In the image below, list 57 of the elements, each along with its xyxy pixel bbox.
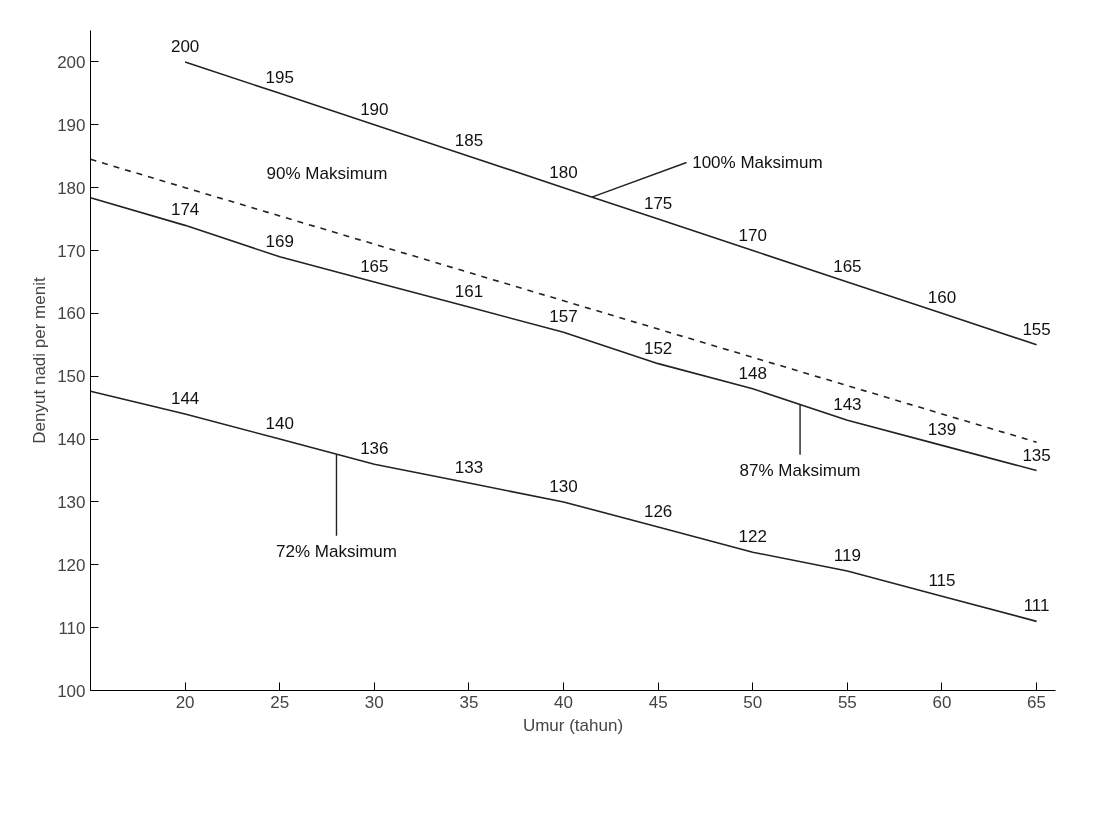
data-label: 160 [927, 288, 957, 308]
y-tick-label: 100 [57, 681, 86, 701]
data-label: 143 [833, 395, 862, 415]
y-tick-label: 200 [57, 52, 86, 72]
data-label: 200 [170, 36, 200, 56]
x-tick-label: 30 [364, 692, 384, 712]
y-tick-label: 120 [57, 555, 86, 575]
x-tick-label: 45 [648, 692, 668, 712]
y-tick-label: 170 [57, 241, 86, 261]
y-tick-label: 190 [57, 115, 86, 135]
annotation: 87% Maksimum [739, 461, 861, 480]
x-tick-label: 60 [932, 692, 952, 712]
y-tick-label: 110 [58, 618, 86, 638]
data-label: 185 [454, 131, 484, 151]
y-tick-label: 130 [57, 492, 86, 512]
x-tick-label: 50 [743, 692, 763, 712]
data-label: 152 [643, 338, 673, 358]
annotation: 90% Maksimum [266, 163, 388, 183]
x-tick-label: 20 [175, 692, 195, 712]
data-label: 148 [738, 363, 767, 383]
data-label: 175 [643, 194, 673, 214]
data-label: 111 [1023, 596, 1050, 616]
data-label: 140 [265, 414, 294, 434]
data-label: 126 [643, 502, 673, 522]
data-label: 161 [454, 282, 484, 302]
data-label: 130 [549, 476, 578, 496]
annotation: 100% Maksimum [692, 153, 823, 172]
data-label: 165 [833, 256, 862, 276]
annotation: 72% Maksimum [276, 542, 397, 562]
data-label: 165 [360, 256, 389, 276]
data-label: 144 [170, 388, 200, 408]
data-label: 169 [265, 231, 294, 251]
data-label: 136 [360, 439, 389, 459]
data-label: 157 [549, 307, 578, 327]
y-tick-label: 160 [57, 304, 86, 324]
data-label: 135 [1022, 445, 1051, 465]
y-axis-title: Denyut nadi per menit [30, 277, 50, 444]
y-tick-label: 180 [57, 178, 86, 198]
data-label: 133 [454, 458, 484, 478]
x-tick-label: 55 [837, 692, 857, 712]
data-label: 155 [1022, 319, 1051, 339]
x-tick-label: 40 [554, 692, 574, 712]
data-label: 180 [549, 162, 578, 182]
data-label: 190 [360, 99, 389, 119]
y-tick-label: 150 [57, 367, 86, 387]
data-label: 174 [170, 200, 200, 220]
x-axis-title: Umur (tahun) [522, 715, 624, 735]
x-tick-label: 25 [270, 692, 290, 712]
data-label: 119 [833, 546, 861, 566]
y-tick-label: 140 [57, 430, 86, 450]
x-tick-label: 65 [1027, 692, 1047, 712]
data-label: 115 [928, 571, 956, 591]
data-label: 195 [265, 68, 294, 88]
data-label: 122 [738, 527, 767, 547]
x-tick-label: 35 [459, 692, 479, 712]
data-label: 170 [738, 225, 767, 245]
data-label: 139 [927, 420, 957, 440]
